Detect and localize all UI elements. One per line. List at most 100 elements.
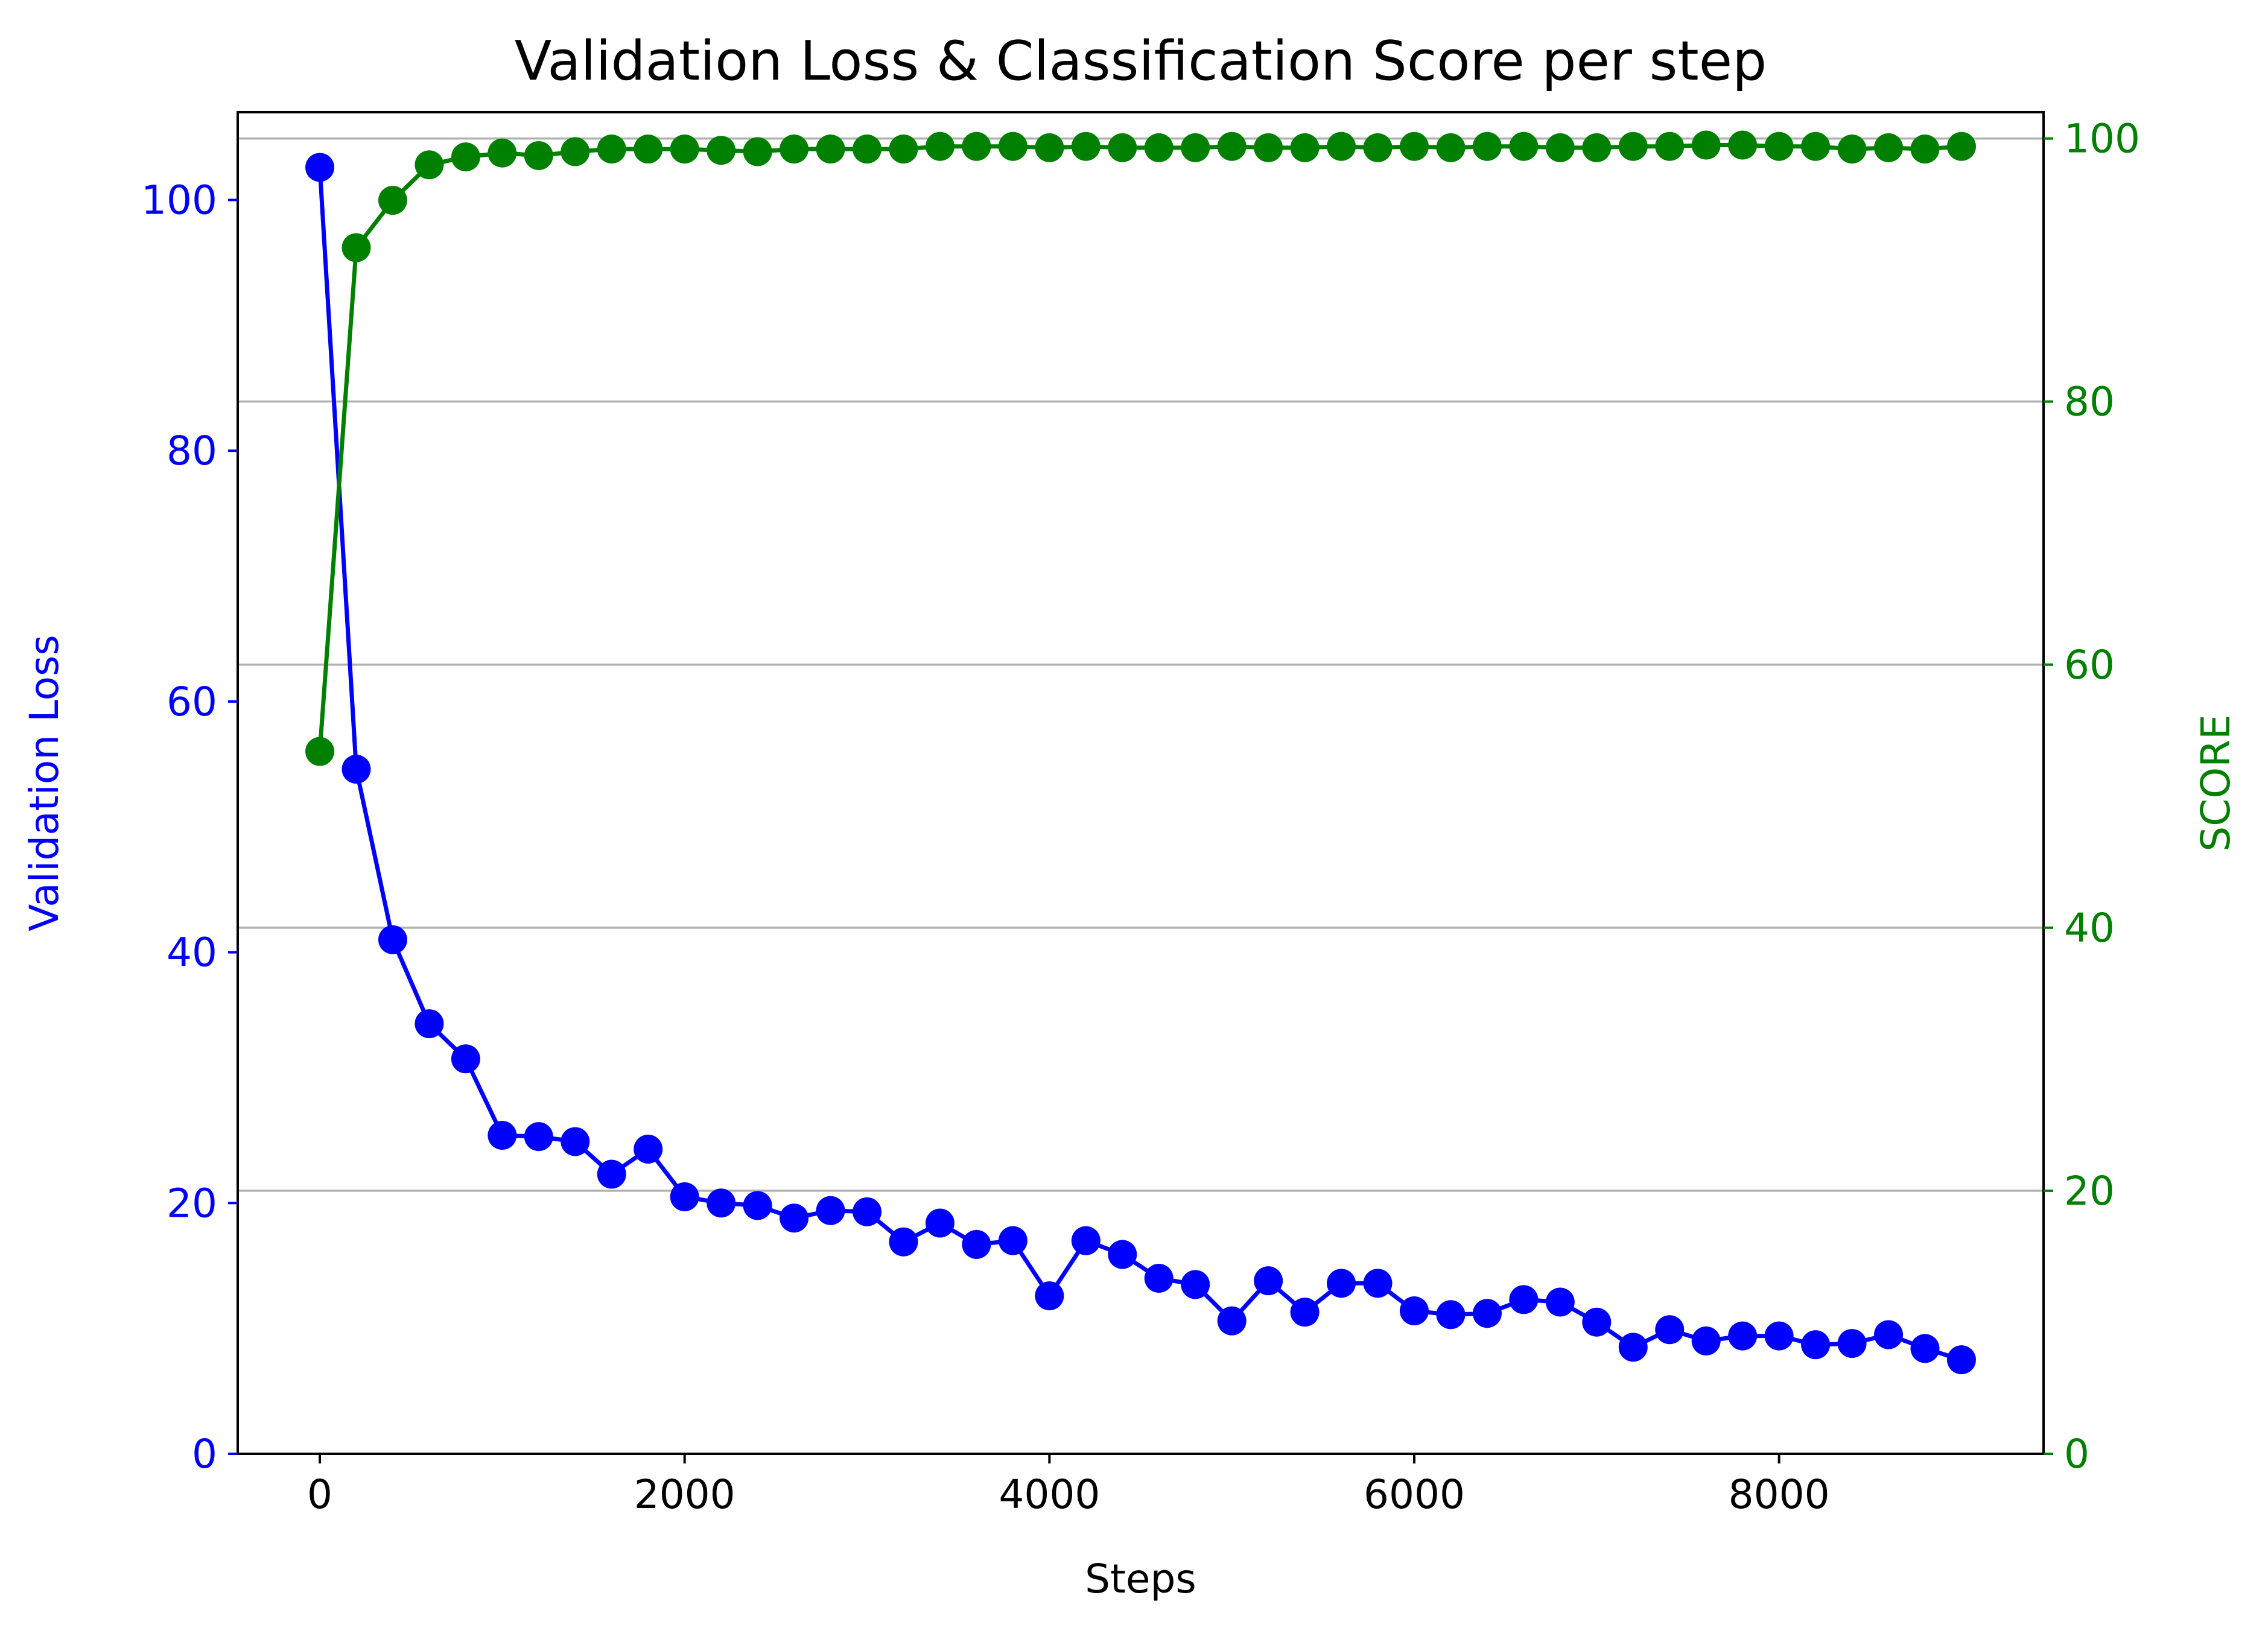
score-data-point	[670, 135, 699, 164]
score-data-point	[1691, 130, 1721, 160]
score-data-point	[561, 137, 590, 166]
y-right-tick-label: 100	[2064, 116, 2140, 162]
score-data-point	[1618, 132, 1648, 161]
score-data-point	[1144, 133, 1174, 162]
loss-data-point	[1290, 1298, 1320, 1327]
loss-data-point	[1254, 1266, 1283, 1296]
score-data-point	[415, 150, 444, 180]
x-tick-label: 2000	[634, 1471, 735, 1518]
loss-series-line	[317, 167, 1963, 1362]
y-right-tick-label: 80	[2064, 379, 2115, 425]
score-data-point	[378, 186, 407, 215]
loss-data-point	[925, 1208, 955, 1238]
loss-data-point	[1618, 1333, 1648, 1362]
loss-data-point	[1144, 1264, 1174, 1293]
loss-data-point	[998, 1226, 1028, 1255]
score-data-point	[1472, 132, 1502, 161]
score-data-point	[524, 141, 553, 170]
score-data-point	[1071, 132, 1101, 161]
x-tick-label: 6000	[1364, 1471, 1465, 1518]
axis-layer: 0 2000 4000 6000 8000 0 20 40 60 80 100 0 20 40 60 80 10…	[141, 116, 2140, 1518]
score-data-point	[305, 737, 335, 766]
score-data-point	[1837, 135, 1867, 164]
loss-data-point	[1217, 1306, 1247, 1336]
score-data-point	[962, 132, 991, 161]
loss-data-point	[341, 755, 371, 784]
y-left-tick-label: 0	[192, 1431, 217, 1477]
score-data-point	[1254, 133, 1283, 162]
score-data-point	[1399, 132, 1429, 161]
score-data-point	[1728, 130, 1758, 160]
loss-data-point	[561, 1127, 590, 1156]
loss-data-point	[1399, 1296, 1429, 1326]
score-data-point	[707, 136, 736, 165]
x-tick-label: 0	[307, 1471, 332, 1518]
score-data-point	[341, 233, 371, 262]
score-data-point	[1874, 133, 1904, 162]
loss-data-point	[378, 925, 407, 954]
score-data-point	[1327, 132, 1356, 161]
loss-data-point	[1837, 1329, 1867, 1358]
loss-data-point	[780, 1203, 809, 1233]
loss-data-point	[1071, 1226, 1101, 1255]
loss-data-point	[1874, 1320, 1904, 1349]
series-layer	[305, 130, 1976, 1375]
y-left-axis-label: Validation Loss	[21, 635, 68, 931]
loss-data-point	[1472, 1299, 1502, 1328]
score-data-point	[1764, 132, 1794, 161]
y-left-tick-label: 60	[167, 679, 217, 725]
chart-title: Validation Loss & Classification Score p…	[515, 30, 1767, 93]
score-data-point	[1801, 132, 1831, 161]
score-data-point	[488, 138, 517, 168]
score-data-point	[1436, 133, 1466, 162]
x-tick-label: 8000	[1729, 1471, 1830, 1518]
loss-data-point	[1545, 1287, 1575, 1317]
loss-data-point	[415, 1009, 444, 1039]
score-series-line	[317, 143, 1962, 752]
score-data-point	[743, 137, 772, 166]
score-data-point	[1509, 132, 1539, 161]
loss-data-point	[1327, 1269, 1356, 1298]
y-left-tick-label: 100	[141, 177, 217, 223]
score-data-point	[451, 142, 480, 172]
score-data-point	[1181, 133, 1210, 162]
loss-data-point	[1946, 1345, 1976, 1375]
score-data-point	[1108, 133, 1137, 162]
x-tick-label: 4000	[999, 1471, 1100, 1518]
y-right-tick-label: 60	[2064, 642, 2115, 688]
loss-data-point	[524, 1122, 553, 1152]
score-data-point	[1946, 132, 1976, 161]
loss-data-point	[853, 1197, 882, 1226]
score-data-point	[634, 135, 663, 164]
y-right-tick-label: 40	[2064, 905, 2115, 951]
loss-data-point	[634, 1134, 663, 1164]
score-data-point	[1910, 135, 1940, 164]
loss-data-point	[1764, 1321, 1794, 1351]
loss-data-point	[1728, 1321, 1758, 1351]
score-data-point	[925, 132, 955, 161]
loss-data-point	[889, 1227, 918, 1257]
loss-data-point	[962, 1229, 991, 1259]
loss-data-point	[1108, 1240, 1137, 1269]
loss-data-point	[816, 1196, 845, 1225]
loss-data-point	[1509, 1285, 1539, 1314]
score-data-point	[1363, 133, 1393, 162]
x-axis-label: Steps	[1085, 1556, 1196, 1602]
score-data-point	[1217, 132, 1247, 161]
loss-data-point	[1655, 1315, 1685, 1345]
loss-data-point	[1582, 1307, 1612, 1337]
loss-data-point	[1181, 1270, 1210, 1299]
score-data-point	[816, 135, 845, 164]
y-right-axis-label: SCORE	[2193, 714, 2239, 852]
loss-data-point	[1363, 1269, 1393, 1298]
score-data-point	[1655, 132, 1685, 161]
loss-data-point	[488, 1121, 517, 1150]
score-data-point	[998, 132, 1028, 161]
y-left-tick-label: 40	[167, 930, 217, 976]
loss-data-point	[707, 1188, 736, 1218]
y-right-tick-label: 0	[2064, 1431, 2089, 1477]
y-right-tick-label: 20	[2064, 1168, 2115, 1214]
